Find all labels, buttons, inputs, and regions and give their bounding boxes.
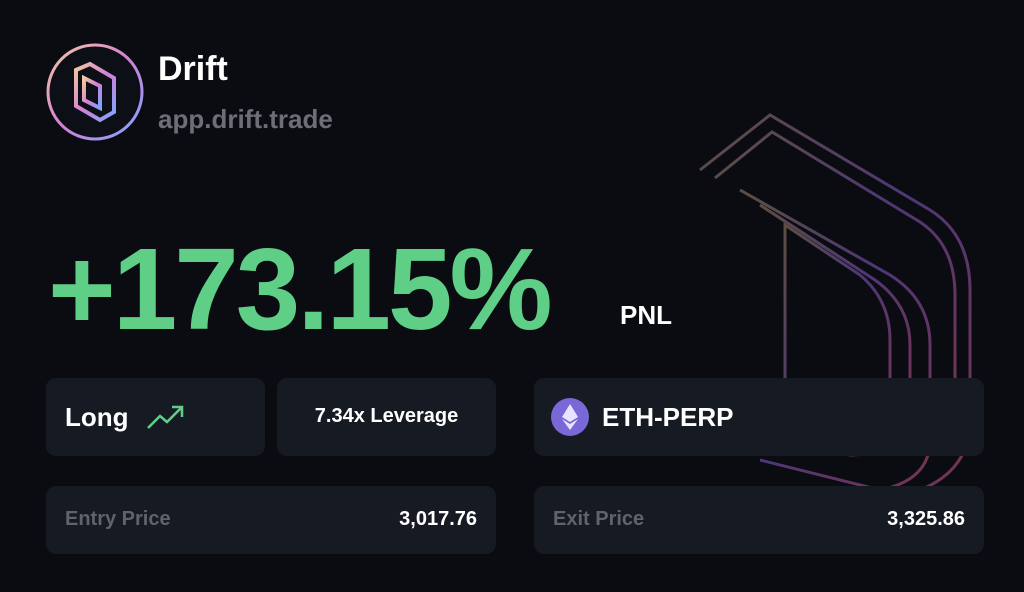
exit-box: Exit Price 3,325.86 (534, 486, 984, 554)
exit-price: 3,325.86 (887, 508, 965, 530)
market: ETH-PERP (602, 402, 734, 432)
entry-label: Entry Price (65, 508, 171, 530)
leverage: 7.34x Leverage (314, 405, 459, 427)
brand-url: app.drift.trade (158, 104, 333, 134)
market-box: ETH-PERP (534, 378, 984, 456)
brand-name: Drift (158, 50, 228, 88)
entry-box: Entry Price 3,017.76 (46, 486, 496, 554)
entry-price: 3,017.76 (399, 508, 477, 530)
direction: Long (65, 402, 129, 432)
leverage-box: 7.34x Leverage (277, 378, 496, 456)
direction-box: Long (46, 378, 265, 456)
eth-icon (551, 398, 589, 436)
pnl-value: +173.15% (48, 224, 553, 354)
trend-icon (147, 405, 184, 429)
pnl-label: PNL (620, 300, 672, 330)
exit-label: Exit Price (553, 508, 645, 530)
